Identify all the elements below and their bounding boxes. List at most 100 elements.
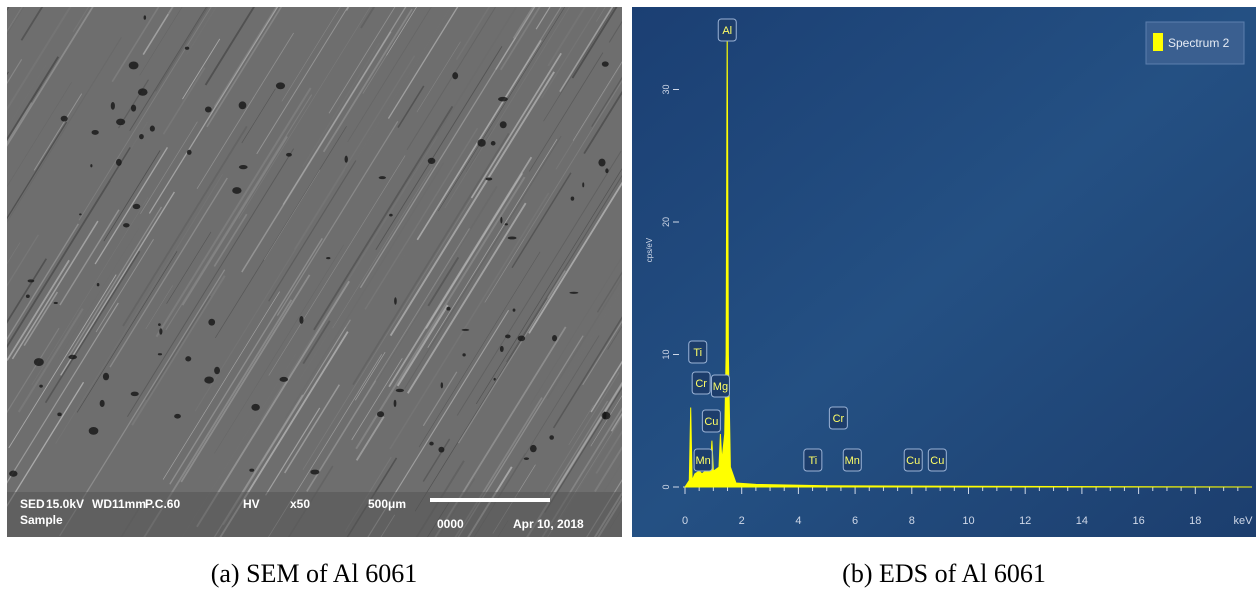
pit (377, 411, 384, 417)
peak-label: Mn (696, 455, 711, 467)
eds-panel: 024681012141618keV0102030cps/eVTiCrMgCuM… (632, 7, 1256, 537)
pit (345, 156, 348, 163)
pit (477, 139, 485, 147)
pit (204, 377, 214, 384)
pit (61, 116, 68, 122)
x-tick-label: 12 (1019, 515, 1031, 527)
pit (280, 377, 289, 382)
pit (429, 442, 433, 446)
pit (505, 334, 511, 338)
pit (486, 177, 493, 180)
pit (396, 389, 404, 392)
pit (326, 257, 330, 259)
y-tick-label: 10 (661, 349, 671, 359)
info-text: WD11mm (92, 497, 146, 511)
y-axis-label: cps/eV (645, 237, 654, 262)
pit (299, 316, 303, 324)
peak-label: Cu (704, 416, 718, 428)
pit (603, 412, 606, 420)
streak (0, 0, 4, 168)
pit (150, 126, 155, 132)
info-text: x50 (290, 497, 310, 511)
x-tick-label: 6 (852, 515, 858, 527)
pit (498, 97, 508, 102)
pit (549, 435, 554, 439)
pit (276, 82, 285, 89)
streak (594, 0, 640, 8)
pit (208, 319, 215, 326)
x-unit: keV (1234, 515, 1254, 527)
pit (239, 165, 248, 169)
pit (598, 159, 605, 167)
pit (26, 294, 30, 298)
pit (239, 101, 247, 109)
pit (89, 427, 99, 435)
pit (158, 323, 161, 326)
caption: (a) SEM of Al 6061 (211, 559, 418, 588)
pit (249, 469, 254, 472)
streak (504, 0, 647, 7)
figure: SED15.0kVWD11mmP.C.60HVx50500μmSample000… (0, 0, 1258, 591)
x-tick-label: 8 (909, 515, 915, 527)
pit (505, 223, 508, 225)
pit (133, 204, 141, 209)
info-text: 500μm (368, 497, 406, 511)
legend-swatch (1153, 33, 1163, 51)
pit (159, 328, 162, 334)
peak-label: Cu (906, 455, 920, 467)
pit (582, 182, 584, 187)
pit (185, 356, 191, 361)
x-tick-label: 18 (1189, 515, 1201, 527)
x-tick-label: 0 (682, 515, 688, 527)
info-text: Apr 10, 2018 (513, 517, 584, 531)
peak-label: Cu (930, 455, 944, 467)
pit (144, 15, 147, 19)
pit (57, 413, 61, 417)
peak-label: Ti (808, 455, 817, 467)
info-text: P.C.60 (145, 497, 180, 511)
pit (103, 373, 109, 381)
peak-label: Cr (695, 378, 707, 390)
pit (9, 471, 17, 477)
x-tick-label: 14 (1076, 515, 1088, 527)
info-text: 15.0kV (46, 497, 84, 511)
x-tick-label: 16 (1132, 515, 1144, 527)
pit (379, 176, 386, 179)
pit (54, 302, 58, 304)
y-tick-label: 0 (661, 484, 671, 489)
pit (552, 335, 557, 341)
peak-label: Cr (833, 413, 845, 425)
peak-label: Al (722, 25, 732, 37)
pit (446, 307, 450, 311)
pit (500, 121, 507, 128)
pit (187, 150, 192, 155)
pit (441, 382, 444, 388)
pit (452, 72, 458, 79)
streak (89, 554, 120, 591)
info-text: 0000 (437, 517, 464, 531)
info-text: SED (20, 497, 45, 511)
pit (131, 105, 136, 112)
legend-label: Spectrum 2 (1168, 36, 1230, 50)
sem-background (7, 7, 622, 537)
pit (28, 279, 35, 282)
pit (116, 159, 122, 166)
pit (138, 88, 148, 95)
pit (438, 447, 444, 453)
pit (214, 367, 220, 374)
pit (500, 346, 504, 352)
x-tick-label: 10 (962, 515, 974, 527)
pit (131, 392, 139, 396)
pit (494, 378, 496, 381)
pit (90, 164, 92, 167)
pit (232, 187, 241, 194)
pit (139, 134, 144, 139)
pit (111, 102, 115, 110)
peak-label: Mn (845, 455, 860, 467)
pit (508, 236, 517, 239)
pit (39, 385, 43, 388)
pit (530, 445, 537, 452)
peak-label: Mg (713, 381, 728, 393)
pit (394, 400, 397, 407)
pit (605, 168, 608, 173)
